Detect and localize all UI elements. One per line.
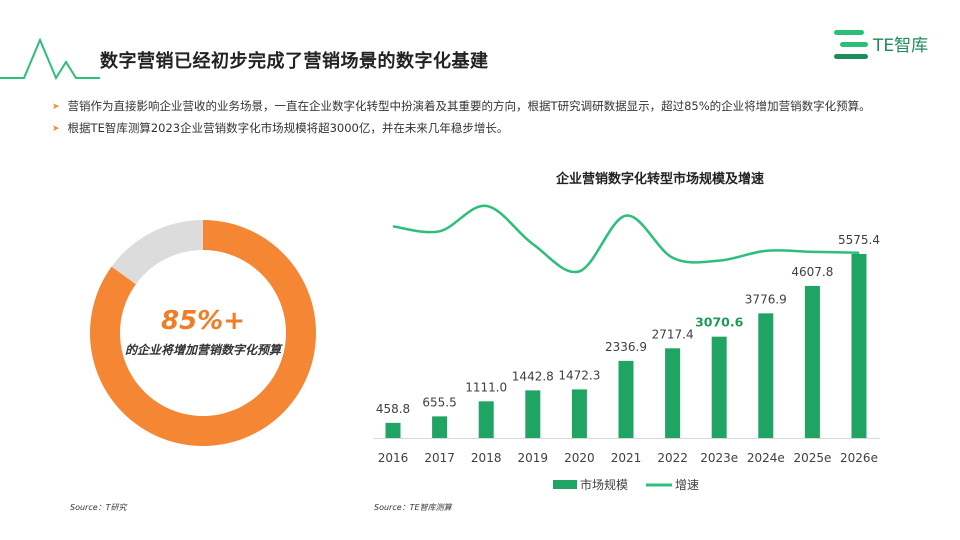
bar-2018 <box>478 401 494 438</box>
bar-value-label: 1442.8 <box>512 369 554 383</box>
bar-2025e <box>804 285 820 438</box>
market-size-chart: 458.8 2016 655.5 2017 1111.0 2018 1442.8 2019 14… <box>374 204 880 492</box>
legend-swatch-bar <box>553 480 577 489</box>
source-note-left: Source：T研究 <box>70 503 127 512</box>
x-tick-label: 2022 <box>657 451 688 465</box>
bar-value-label: 1472.3 <box>558 368 600 382</box>
bullet-arrow-icon: ➤ <box>52 102 60 112</box>
bar-2026e <box>851 254 867 438</box>
bar-2016 <box>385 422 401 438</box>
bullet-text: 根据TE智库测算2023企业营销数字化市场规模将超3000亿，并在未来几年稳步增… <box>67 121 509 135</box>
logo-icon <box>834 30 868 59</box>
bullet-item: ➤ 营销作为直接影响企业营收的业务场景，一直在企业数字化转型中扮演着及其重要的方向… <box>52 98 871 114</box>
source-note-right: Source：TE智库测算 <box>374 503 452 512</box>
donut-value: 85%+ <box>160 306 246 336</box>
bar-value-label: 655.5 <box>422 395 456 409</box>
x-tick-label: 2016 <box>378 451 409 465</box>
donut-slice-rest <box>111 220 203 285</box>
logo-text: TE智库 <box>873 36 929 56</box>
bar-2020 <box>571 389 587 438</box>
bar-value-label: 3070.6 <box>695 315 744 330</box>
legend-label-bar: 市场规模 <box>580 477 628 492</box>
bar-value-label: 4607.8 <box>791 265 833 279</box>
bar-2022 <box>665 348 681 438</box>
heartbeat-line <box>0 37 100 81</box>
bar-value-label: 3776.9 <box>745 292 787 306</box>
donut-chart <box>90 220 317 446</box>
bullet-text: 营销作为直接影响企业营收的业务场景，一直在企业数字化转型中扮演着及其重要的方向，… <box>67 99 871 113</box>
bar-value-label: 2336.9 <box>605 340 647 354</box>
bullet-arrow-icon: ➤ <box>52 124 60 134</box>
x-tick-label: 2026e <box>840 451 878 465</box>
x-tick-label: 2025e <box>793 451 831 465</box>
bar-value-label: 2717.4 <box>652 327 694 341</box>
x-tick-label: 2020 <box>564 451 595 465</box>
heartbeat-decoration <box>0 37 100 81</box>
bar-2017 <box>432 416 448 438</box>
growth-line <box>392 204 860 274</box>
bar-2024e <box>758 313 774 438</box>
x-tick-label: 2017 <box>424 451 455 465</box>
bar-2021 <box>618 360 634 438</box>
page-title: 数字营销已经初步完成了营销场景的数字化基建 <box>100 51 489 72</box>
x-tick-label: 2018 <box>471 451 502 465</box>
x-tick-label: 2021 <box>611 451 642 465</box>
x-tick-label: 2023e <box>700 451 738 465</box>
chart-title: 企业营销数字化转型市场规模及增速 <box>555 172 764 187</box>
x-tick-label: 2019 <box>518 451 549 465</box>
bar-2023e <box>711 336 727 438</box>
legend-label-line: 增速 <box>675 478 699 492</box>
bar-value-label: 458.8 <box>376 402 410 416</box>
bar-value-label: 1111.0 <box>465 380 507 394</box>
bullet-item: ➤ 根据TE智库测算2023企业营销数字化市场规模将超3000亿，并在未来几年稳步… <box>52 120 508 136</box>
bar-value-label: 5575.4 <box>838 233 880 247</box>
bar-2019 <box>525 390 541 438</box>
donut-caption: 的企业将增加营销数字化预算 <box>124 343 281 357</box>
x-tick-label: 2024e <box>747 451 785 465</box>
